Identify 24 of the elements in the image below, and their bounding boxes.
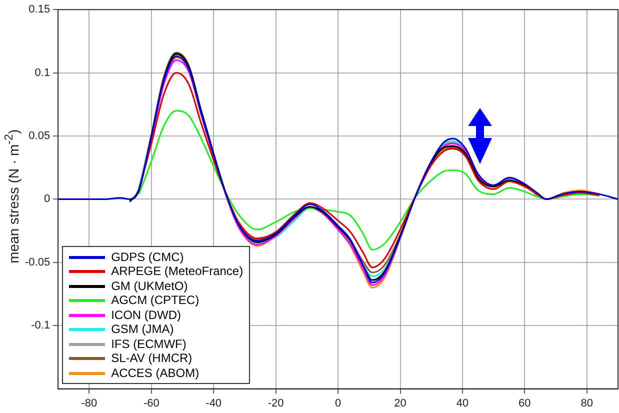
x-tick-label: 40 bbox=[456, 397, 469, 410]
legend-label: GDPS (CMC) bbox=[111, 250, 184, 264]
legend-label: ACCES (ABOM) bbox=[111, 366, 200, 380]
legend-label: ARPEGE (MeteoFrance) bbox=[111, 264, 244, 279]
x-tick-label: -40 bbox=[206, 397, 222, 410]
legend-label: IFS (ECMWF) bbox=[111, 336, 186, 352]
y-tick-label: 0 bbox=[44, 193, 50, 206]
x-tick-label: 0 bbox=[334, 397, 342, 410]
y-tick-label: 0.15 bbox=[28, 4, 50, 16]
x-tick-label: 20 bbox=[394, 397, 406, 410]
legend-label: AGCM (CPTEC) bbox=[111, 293, 200, 308]
x-tick-label: -80 bbox=[81, 397, 98, 410]
y-tick-label: -0.05 bbox=[24, 256, 50, 268]
x-tick-label: -20 bbox=[268, 397, 284, 410]
x-tick-label: 80 bbox=[580, 397, 594, 410]
y-tick-label: 0.1 bbox=[34, 66, 50, 79]
legend-label: GSM (JMA) bbox=[111, 322, 174, 337]
legend-label: SL-AV (HMCR) bbox=[111, 351, 192, 366]
legend-label: ICON (DWD) bbox=[111, 308, 182, 322]
x-tick-label: 60 bbox=[518, 397, 531, 410]
legend-label: GM (UKMetO) bbox=[111, 278, 188, 294]
y-tick-label: 0.05 bbox=[28, 130, 50, 142]
y-tick-label: -0.1 bbox=[31, 320, 50, 332]
x-tick-label: -60 bbox=[143, 397, 160, 410]
